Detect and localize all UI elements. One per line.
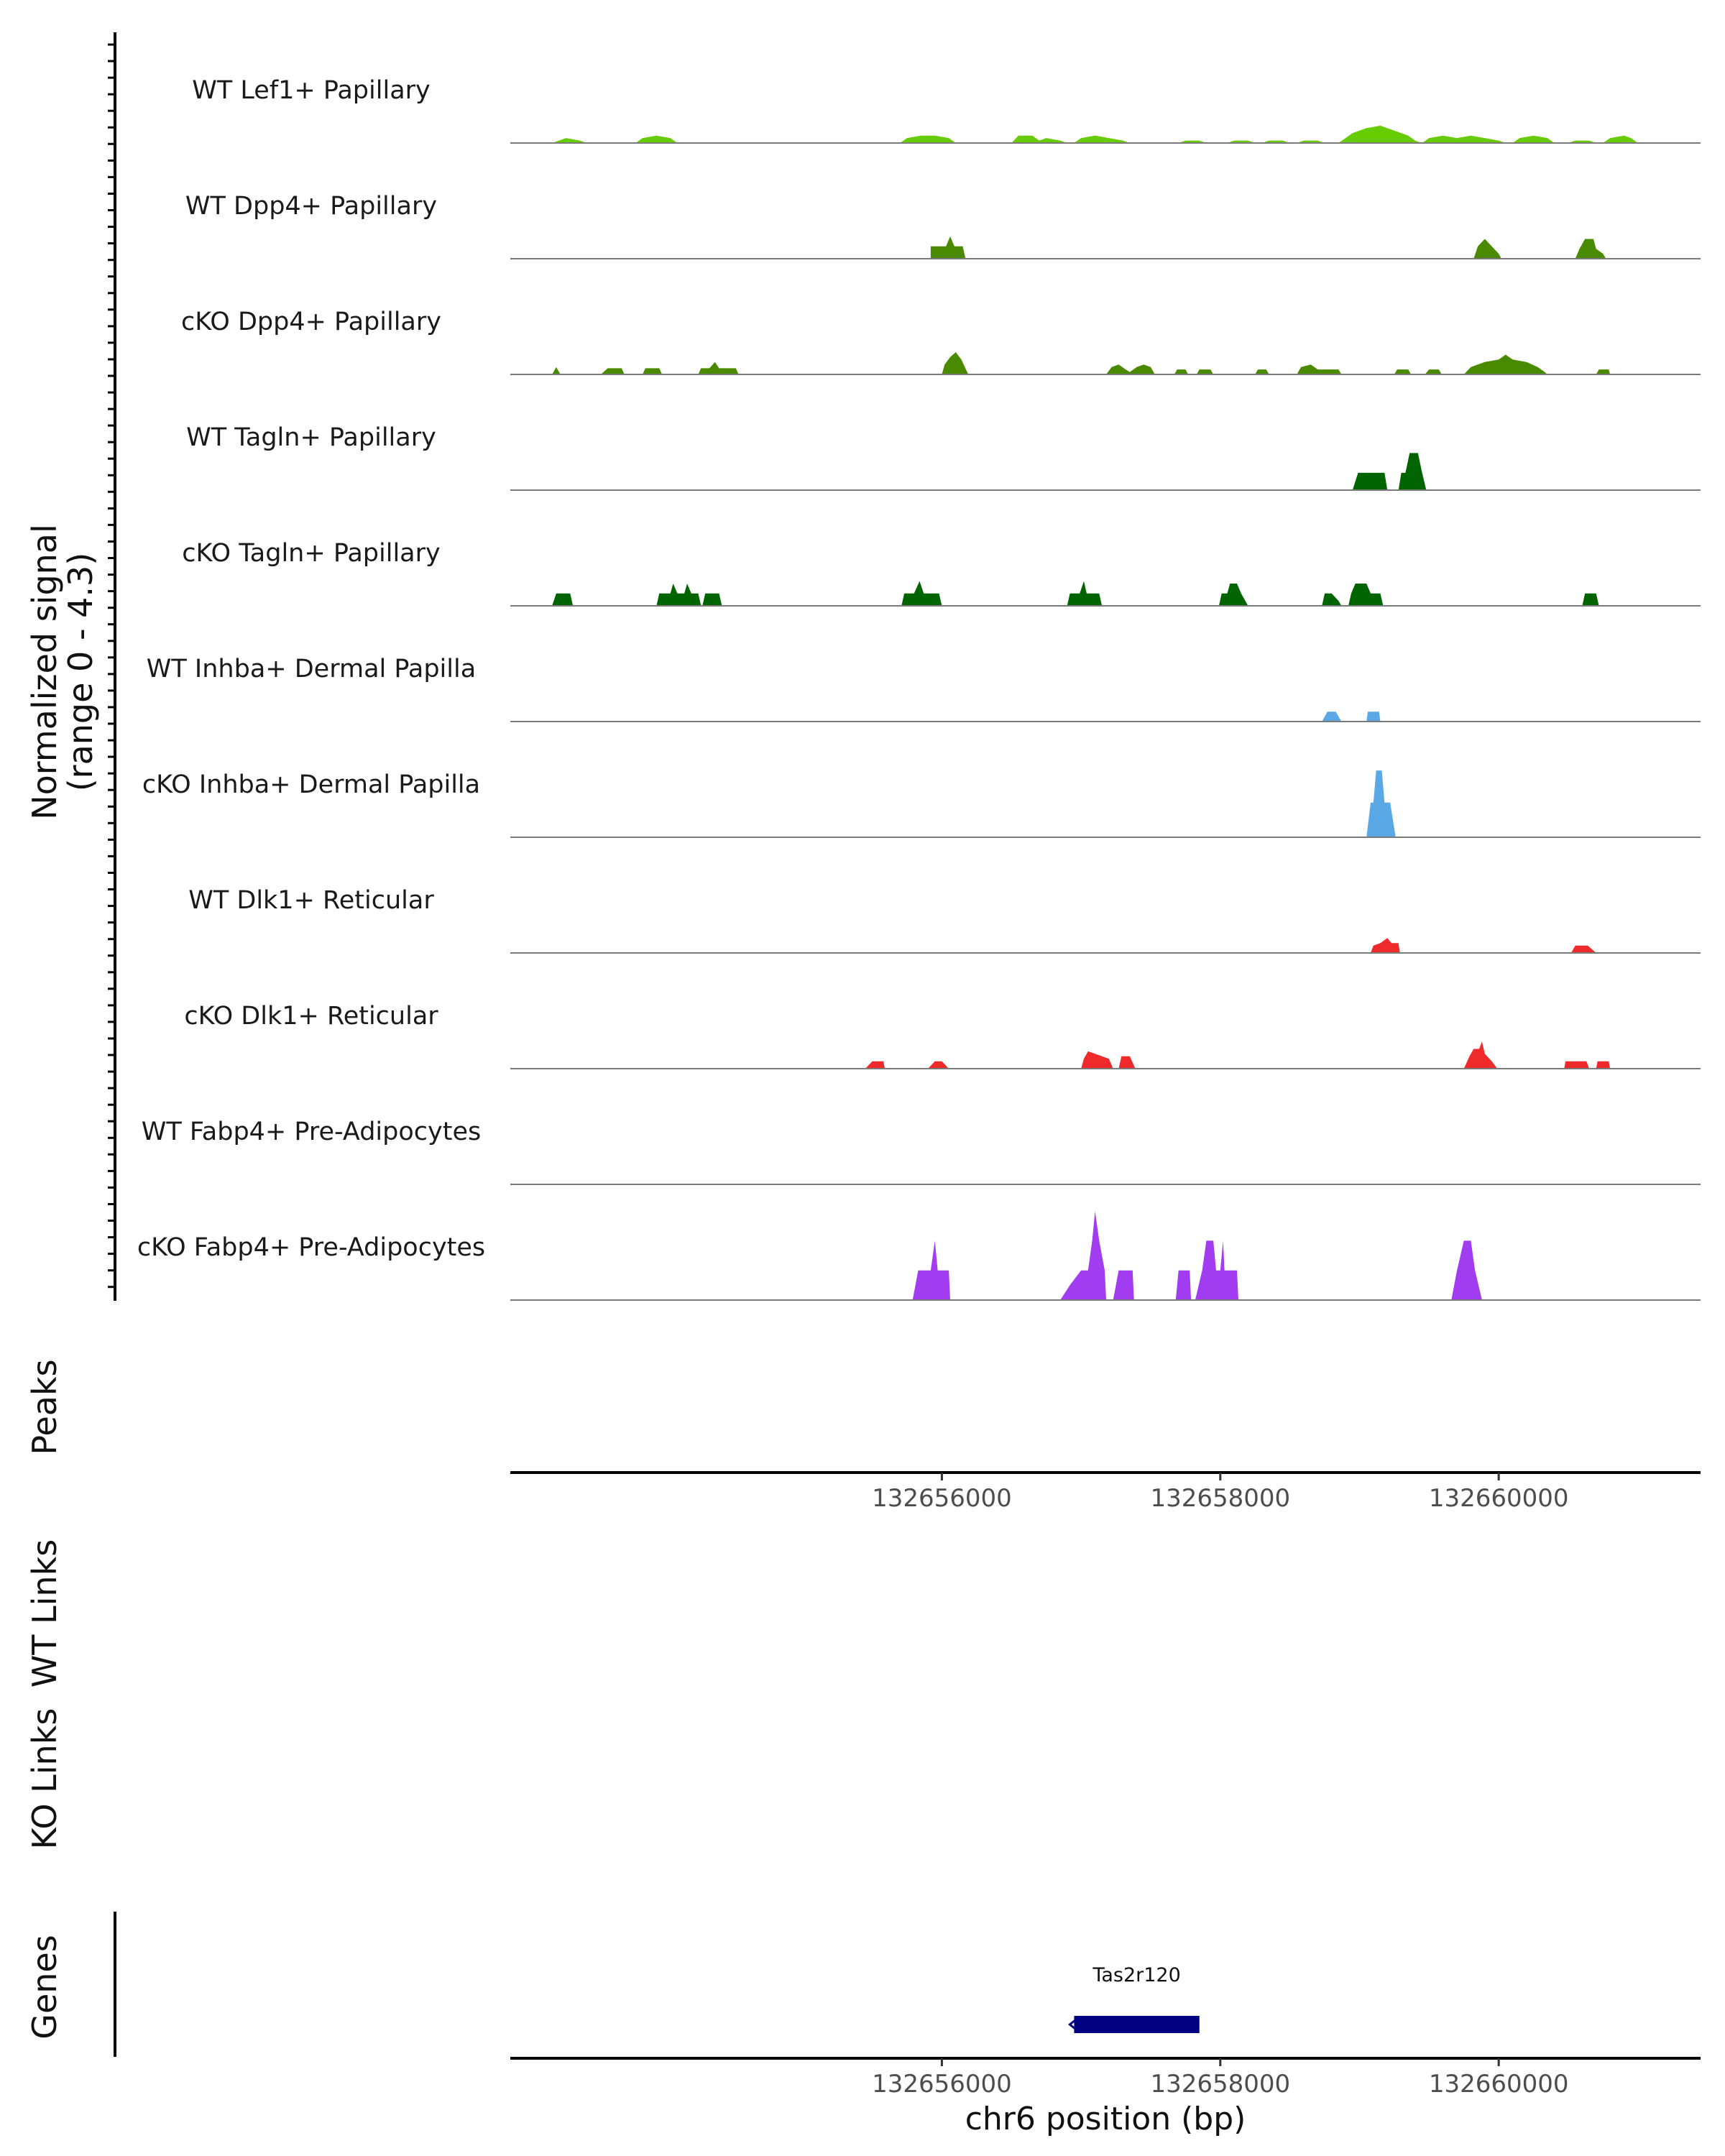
track-label: WT Fabp4+ Pre-Adipocytes bbox=[142, 1118, 481, 1146]
wt-links-label: WT Links bbox=[25, 1539, 64, 1687]
track-2: WT Dpp4+ Papillary bbox=[185, 192, 1701, 259]
track-coverage-area bbox=[1366, 770, 1701, 837]
track-coverage-area bbox=[1322, 711, 1701, 722]
bottom-x-axis: 132656000 132658000 132660000 bbox=[510, 2057, 1701, 2099]
track-1: WT Lef1+ Papillary bbox=[192, 76, 1701, 144]
x-tick-label: 132656000 bbox=[872, 1484, 1012, 1513]
x-tick-label: 132658000 bbox=[1150, 1484, 1290, 1513]
track-coverage-area bbox=[1352, 453, 1701, 490]
y-axis-range: (range 0 - 4.3) bbox=[61, 553, 100, 792]
x-axis-title: chr6 position (bp) bbox=[965, 2101, 1246, 2137]
track-label: WT Dlk1+ Reticular bbox=[188, 886, 434, 915]
track-coverage-area bbox=[912, 1211, 1701, 1300]
track-10: WT Fabp4+ Pre-Adipocytes bbox=[142, 1118, 1701, 1185]
peaks-x-axis: 132656000 132658000 132660000 bbox=[510, 1471, 1701, 1513]
x-tick-label: 132656000 bbox=[872, 2070, 1012, 2099]
track-coverage-area bbox=[1371, 938, 1701, 953]
track-label: cKO Tagln+ Papillary bbox=[182, 539, 441, 568]
track-label: cKO Dpp4+ Papillary bbox=[181, 308, 441, 336]
gene-exon bbox=[1074, 2016, 1200, 2033]
x-tick-label: 132660000 bbox=[1429, 1484, 1569, 1513]
tracks-group: WT Lef1+ Papillary WT Dpp4+ Papillary cKO … bbox=[137, 76, 1701, 1301]
track-label: WT Lef1+ Papillary bbox=[192, 76, 431, 105]
track-coverage-area bbox=[552, 581, 1701, 606]
gene-model: Tas2r120 bbox=[1068, 1964, 1200, 2033]
signal-y-axis bbox=[108, 32, 116, 1301]
track-6: WT Inhba+ Dermal Papilla bbox=[147, 655, 1701, 722]
gene-strand-arrow bbox=[1068, 2017, 1078, 2032]
track-label: cKO Inhba+ Dermal Papilla bbox=[142, 770, 480, 799]
track-7: cKO Inhba+ Dermal Papilla bbox=[142, 770, 1701, 838]
track-4: WT Tagln+ Papillary bbox=[186, 423, 1701, 491]
track-label: WT Inhba+ Dermal Papilla bbox=[147, 655, 476, 683]
genes-label: Genes bbox=[25, 1935, 64, 2039]
track-coverage-area bbox=[930, 236, 1701, 259]
gene-name-label: Tas2r120 bbox=[1092, 1964, 1180, 1986]
x-tick-label: 132660000 bbox=[1429, 2070, 1569, 2099]
track-8: WT Dlk1+ Reticular bbox=[188, 886, 1701, 954]
ko-links-label: KO Links bbox=[25, 1708, 64, 1850]
genes-group: Tas2r120 bbox=[1068, 1964, 1200, 2033]
track-coverage-area bbox=[552, 352, 1701, 374]
track-label: WT Tagln+ Papillary bbox=[186, 423, 436, 452]
track-label: cKO Fabp4+ Pre-Adipocytes bbox=[137, 1233, 485, 1262]
track-label: cKO Dlk1+ Reticular bbox=[184, 1002, 438, 1031]
x-tick-label: 132658000 bbox=[1150, 2070, 1290, 2099]
peaks-label: Peaks bbox=[25, 1359, 64, 1455]
track-11: cKO Fabp4+ Pre-Adipocytes bbox=[137, 1211, 1701, 1301]
track-9: cKO Dlk1+ Reticular bbox=[184, 1002, 1701, 1069]
track-label: WT Dpp4+ Papillary bbox=[185, 192, 437, 221]
track-coverage-area bbox=[865, 1041, 1701, 1069]
y-axis-title: Normalized signal bbox=[25, 524, 64, 820]
track-coverage-area bbox=[552, 125, 1701, 143]
track-3: cKO Dpp4+ Papillary bbox=[181, 308, 1701, 375]
track-5: cKO Tagln+ Papillary bbox=[182, 539, 1701, 607]
